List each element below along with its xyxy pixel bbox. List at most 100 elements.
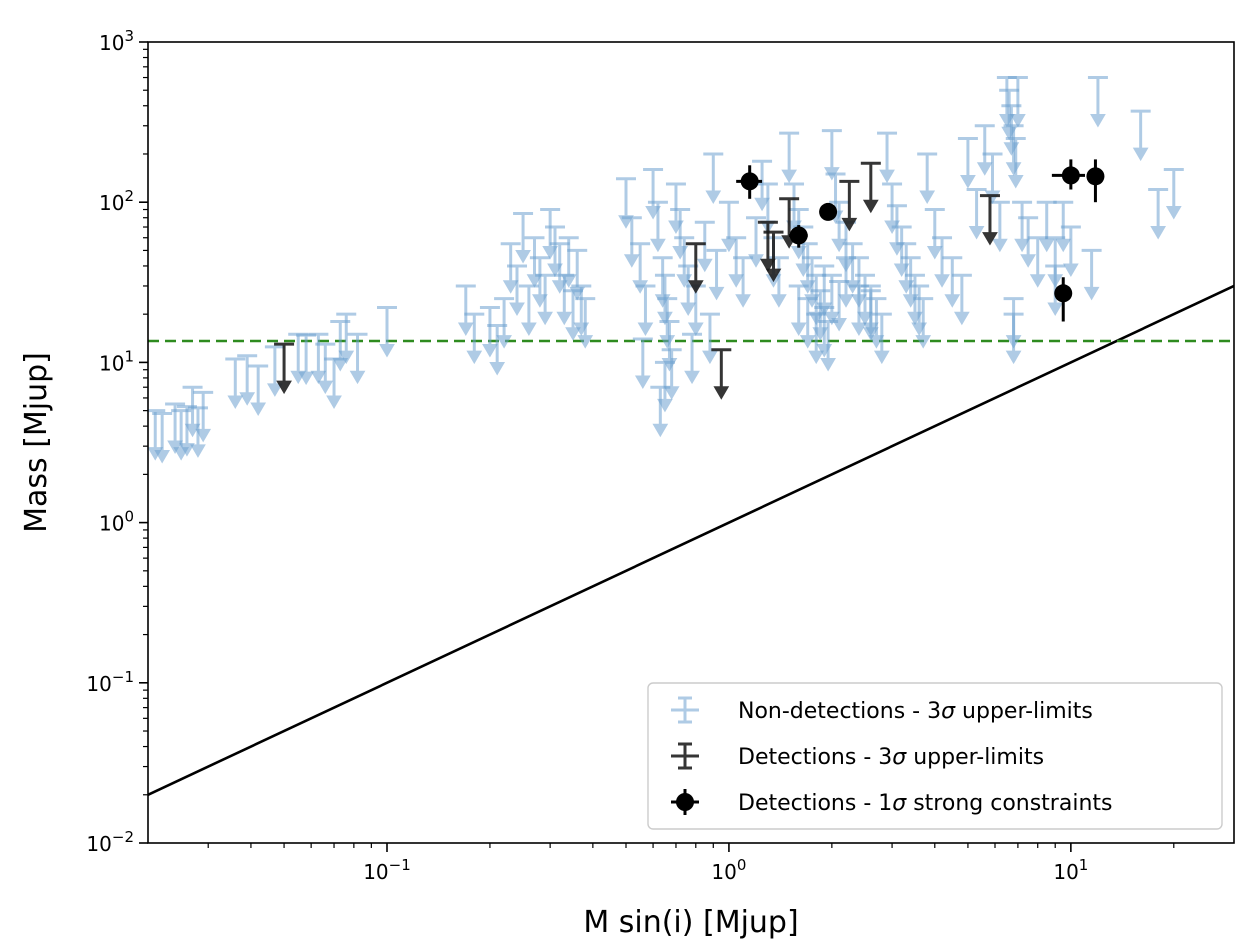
detection-point — [736, 165, 763, 199]
upper-limit-arrow — [537, 311, 553, 326]
y-tick-label: 103 — [99, 27, 134, 55]
upper-limit-arrow — [820, 358, 836, 372]
nondetection-limit — [165, 402, 186, 454]
detection-marker — [789, 226, 808, 245]
one-to-one-line — [148, 284, 1234, 796]
upper-limit-arrow — [634, 375, 651, 389]
upper-limit-arrow — [1014, 238, 1030, 253]
nondetection-limit — [1005, 136, 1026, 189]
legend-entry-label: Detections - 3σ upper-limits — [738, 745, 1044, 770]
y-tick-label: 101 — [99, 347, 134, 375]
upper-limit-arrow — [831, 317, 847, 332]
nondetection-limit — [507, 264, 528, 316]
upper-limit-arrow — [338, 350, 355, 365]
reference-lines — [148, 284, 1234, 796]
nondetection-limit — [746, 216, 767, 268]
nondetection-limit — [806, 312, 827, 365]
upper-limit-arrow — [509, 302, 525, 316]
tick-label-base: 10 — [86, 672, 111, 696]
upper-limit-arrow — [992, 238, 1008, 253]
nondetection-limit — [814, 264, 835, 316]
upper-limit-arrow — [919, 190, 936, 204]
nondetection-limit — [1130, 109, 1151, 162]
upper-limit-arrow — [862, 199, 879, 214]
upper-limit-arrow — [976, 162, 993, 176]
upper-limit-arrow — [841, 217, 858, 232]
tick-label-base: 10 — [363, 860, 388, 884]
nondetection-limit — [479, 306, 500, 358]
upper-limit-arrow — [650, 238, 666, 253]
upper-limit-arrow — [1029, 274, 1046, 288]
nondetection-limit — [650, 385, 671, 438]
upper-limit-arrow — [276, 380, 292, 395]
upper-limit-arrow — [379, 344, 395, 358]
detection-marker — [1054, 284, 1073, 303]
legend-entry-post: strong constraints — [906, 791, 1112, 816]
nondetection-limit — [1081, 248, 1102, 301]
nondetection-limit — [535, 273, 556, 326]
y-tick-label: 10−2 — [86, 828, 134, 856]
upper-limit-arrow — [696, 258, 713, 273]
upper-limit-arrow — [227, 395, 244, 409]
legend-handle-detection-point — [671, 789, 699, 815]
upper-limit-arrow — [960, 174, 976, 189]
upper-limit-arrow — [502, 280, 519, 294]
upper-limit-arrow — [521, 322, 537, 336]
tick-label-exponent: −2 — [112, 828, 134, 846]
nondetection-limit — [647, 200, 668, 253]
nondetection-limit — [558, 236, 579, 288]
tick-label-base: 10 — [99, 351, 124, 375]
upper-limit-arrow — [915, 335, 932, 349]
nondetection-limit — [913, 297, 934, 349]
nondetection-limit — [248, 364, 269, 416]
upper-limit-arrow — [657, 398, 673, 413]
upper-limit-arrow — [637, 322, 654, 336]
upper-limit-arrow — [1090, 114, 1106, 128]
upper-limit-arrow — [310, 370, 327, 385]
upper-limit-arrow — [879, 169, 895, 184]
upper-limit-arrow — [816, 302, 833, 316]
detection-limit — [839, 179, 860, 232]
upper-limit-arrow — [1150, 226, 1167, 240]
upper-limit-arrow — [250, 402, 267, 416]
nondetection-limit — [942, 256, 963, 308]
legend-entry-label: Non-detections - 3σ upper-limits — [738, 699, 1093, 724]
upper-limit-arrow — [1047, 302, 1064, 316]
upper-limit-arrow — [267, 383, 283, 397]
detection-point — [789, 225, 808, 248]
nondetection-limit — [518, 284, 539, 336]
nondetection-limit — [264, 345, 285, 397]
upper-limit-arrow — [1005, 335, 1022, 349]
tick-label-base: 10 — [99, 191, 124, 215]
nondetection-limit — [621, 216, 642, 268]
upper-limit-arrow — [1165, 205, 1182, 220]
nondetection-limit — [974, 124, 995, 176]
nondetection-limit — [308, 332, 329, 385]
upper-limit-arrow — [926, 246, 943, 260]
upper-limit-arrow — [577, 335, 594, 349]
nondetection-limit — [513, 212, 534, 264]
detection-point — [1051, 159, 1086, 190]
detection-limit — [685, 242, 706, 294]
nondetection-limit — [1163, 167, 1184, 220]
nondetection-limit — [871, 312, 892, 365]
legend-entry-pre: Non-detections - 3 — [738, 699, 941, 724]
nondetection-limit — [821, 129, 842, 181]
tick-label-exponent: −1 — [389, 856, 411, 874]
upper-limit-arrow — [831, 238, 847, 253]
detection-marker — [819, 202, 838, 221]
detection-limit — [711, 348, 732, 400]
upper-limit-arrow — [687, 280, 704, 294]
tick-label-exponent: −1 — [112, 668, 134, 686]
nondetection-limit — [494, 297, 515, 349]
upper-limit-arrow — [944, 294, 961, 308]
upper-limit-arrow — [1005, 350, 1022, 365]
legend-handle-detection-limit — [671, 742, 699, 770]
tick-label-base: 10 — [1053, 860, 1078, 884]
nondetection-limit — [797, 297, 818, 349]
tick-label-exponent: 0 — [124, 508, 134, 526]
upper-limit-arrow — [808, 350, 825, 365]
legend-handle-marker — [676, 793, 694, 811]
tick-label-exponent: 1 — [1079, 856, 1089, 874]
nondetection-limit — [733, 256, 754, 308]
